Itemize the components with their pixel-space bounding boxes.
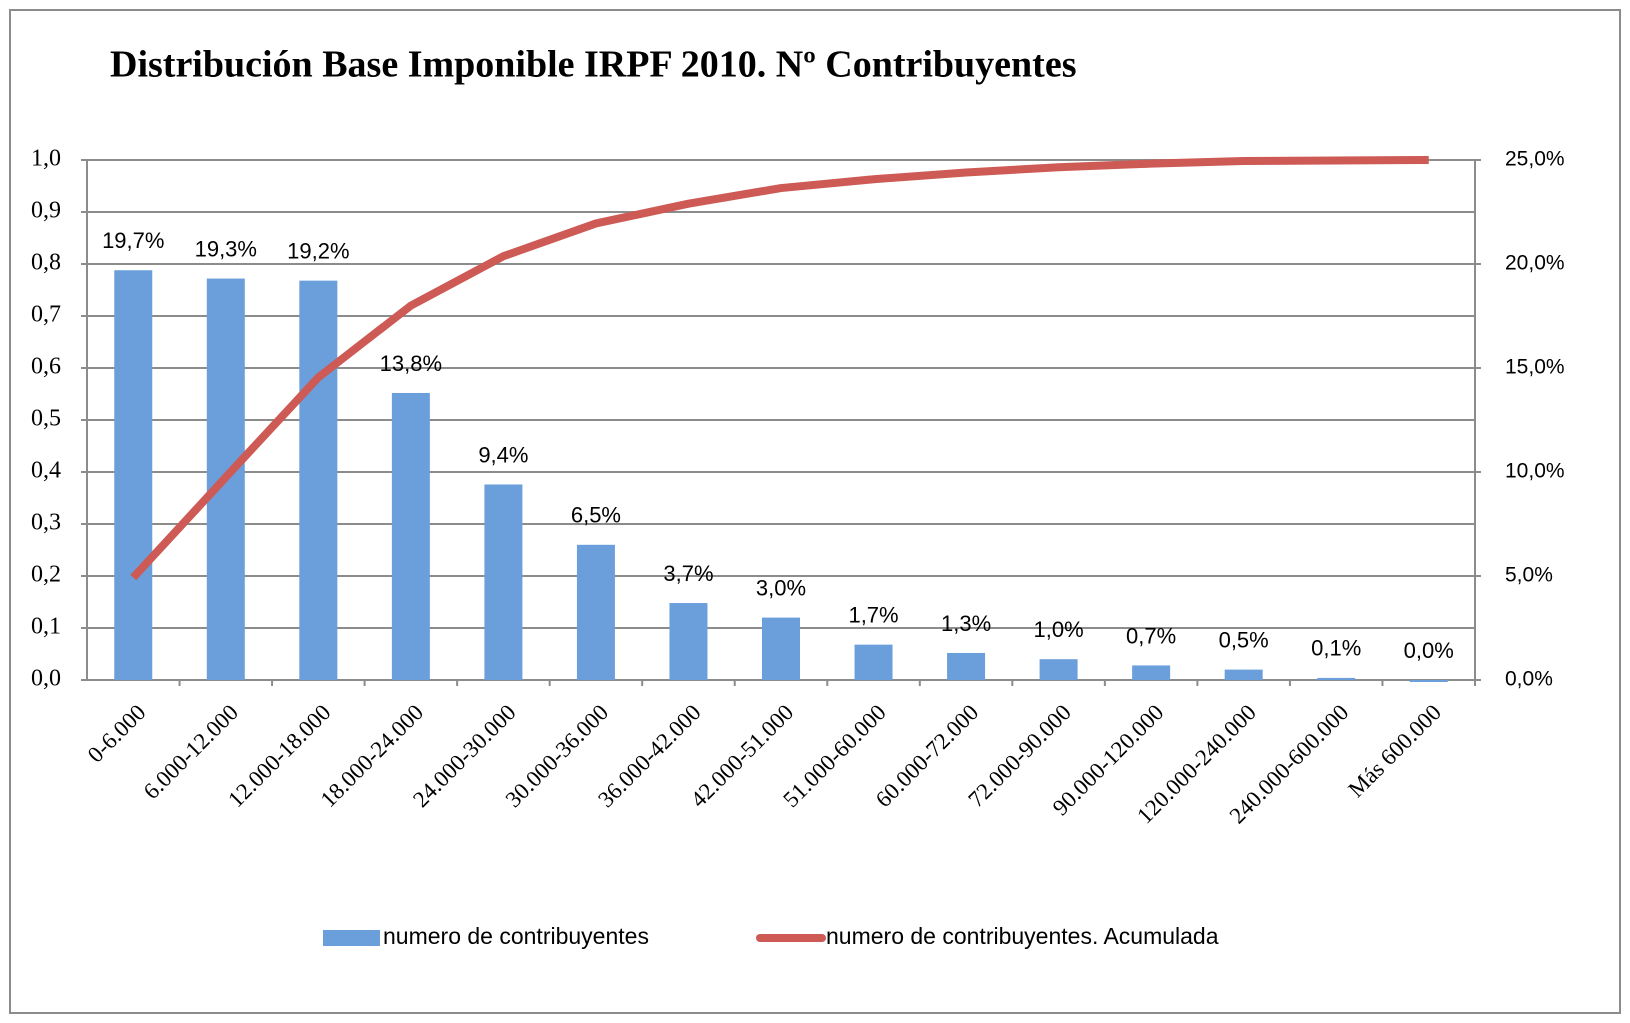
bar <box>576 544 615 680</box>
y-tick-label: 0,5 <box>31 406 61 432</box>
bar <box>762 617 800 680</box>
y-tick-label: 0,4 <box>31 458 61 484</box>
legend-label: numero de contribuyentes. Acumulada <box>826 923 1219 949</box>
line <box>130 156 1429 581</box>
legend-swatch <box>323 930 380 946</box>
y2-tick-label: 15,0% <box>1505 356 1565 379</box>
y-tick-label: 0,3 <box>31 510 61 536</box>
y-tick-label: 0,7 <box>31 302 61 328</box>
chart-border <box>9 9 1621 1014</box>
data-label: 0,1% <box>1311 636 1361 661</box>
y2-tick-label: 10,0% <box>1505 460 1565 483</box>
bar <box>1317 677 1356 680</box>
data-label: 1,0% <box>1034 617 1084 642</box>
bar <box>114 270 153 680</box>
data-label: 9,4% <box>478 442 528 467</box>
bar <box>1409 680 1448 682</box>
y-tick-label: 0,2 <box>31 562 61 588</box>
bar <box>484 484 523 680</box>
data-label: 1,3% <box>941 611 991 636</box>
data-label: 0,5% <box>1219 627 1269 652</box>
chart-title: Distribución Base Imponible IRPF 2010. N… <box>110 44 1076 86</box>
y-tick-label: 0,8 <box>31 250 61 276</box>
legend-label: numero de contribuyentes <box>383 923 649 949</box>
y2-tick-label: 25,0% <box>1505 148 1565 171</box>
data-label: 13,8% <box>380 351 442 376</box>
data-label: 6,5% <box>571 503 621 528</box>
bar <box>1132 665 1171 680</box>
bar <box>669 603 708 680</box>
data-label: 0,0% <box>1404 638 1454 663</box>
y-tick-label: 1,0 <box>31 146 61 172</box>
bar <box>299 280 338 680</box>
y2-tick-label: 20,0% <box>1505 252 1565 275</box>
y-tick-label: 0,0 <box>31 666 61 692</box>
data-label: 3,7% <box>663 561 713 586</box>
bar <box>1039 659 1078 680</box>
y-tick-label: 0,6 <box>31 354 61 380</box>
bar <box>391 392 430 680</box>
y-tick-label: 0,1 <box>31 614 61 640</box>
y2-tick-label: 0,0% <box>1505 668 1553 691</box>
bar <box>854 644 893 680</box>
data-label: 0,7% <box>1126 623 1176 648</box>
bar <box>947 652 986 680</box>
data-label: 19,2% <box>287 238 349 263</box>
bar <box>1224 669 1263 680</box>
data-label: 3,0% <box>756 575 806 600</box>
data-label: 19,3% <box>195 236 257 261</box>
y2-tick-label: 5,0% <box>1505 564 1553 587</box>
data-label: 1,7% <box>848 602 898 627</box>
y-tick-label: 0,9 <box>31 198 61 224</box>
data-label: 19,7% <box>102 228 164 253</box>
